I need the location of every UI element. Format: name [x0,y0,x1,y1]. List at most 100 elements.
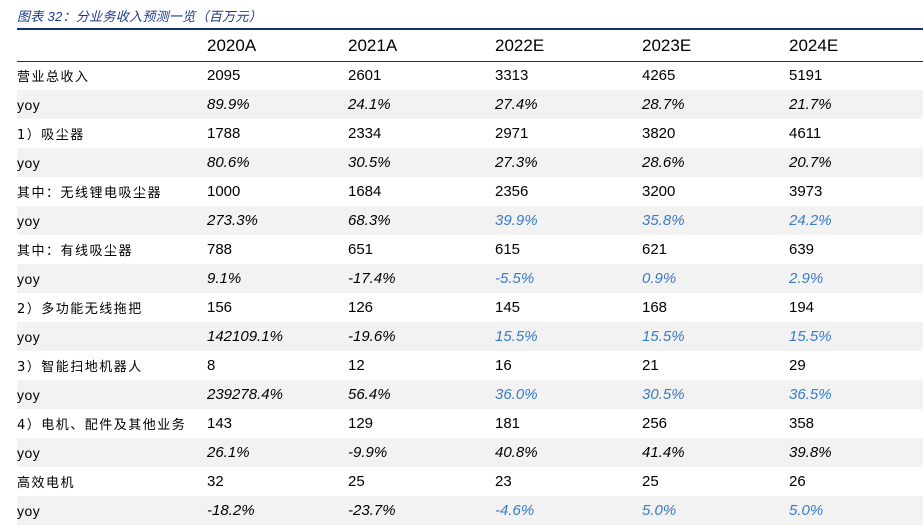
table-cell: 30.5% [348,154,391,171]
table-cell: 23 [495,473,512,490]
table-cell: 1684 [348,183,382,200]
table-row: 2）多功能无线拖把 156 126 145 168 194 [17,293,923,322]
table-row: yoy 142109.1% -19.6% 15.5% 15.5% 15.5% [17,322,923,351]
table-cell: 239278.4% [207,386,283,403]
row-label: yoy [17,386,41,403]
row-label: 高效电机 [17,476,76,491]
table-cell: 27.4% [495,96,538,113]
table-row: 3）智能扫地机器人 8 12 16 21 29 [17,351,923,380]
table-cell: 15.5% [495,328,538,345]
table-row: 高效电机 32 25 23 25 26 [17,467,923,496]
table-cell: 4611 [789,125,822,142]
table-caption: 图表 32：分业务收入预测一览（百万元） [17,9,263,24]
row-label: 2）多功能无线拖把 [17,302,143,317]
table-cell: 358 [789,415,815,432]
column-header: 2022E [495,36,545,55]
table-cell: 26 [789,473,806,490]
table-cell: 5191 [789,67,823,84]
table-cell: 2601 [348,67,382,84]
row-label: yoy [17,154,41,171]
table-cell: 28.6% [642,154,685,171]
table-cell: 15.5% [789,328,832,345]
table-cell: 2095 [207,67,241,84]
table-cell: 16 [495,357,512,374]
table-cell: 129 [348,415,374,432]
table-cell: 21 [642,357,659,374]
table-cell: 36.0% [495,386,538,403]
table-row: yoy 80.6% 30.5% 27.3% 28.6% 20.7% [17,148,923,177]
table-cell: 5.0% [642,502,677,519]
table-cell: 4265 [642,67,676,84]
table-cell: -9.9% [348,444,388,461]
header-rule [17,61,923,62]
table-cell: 56.4% [348,386,391,403]
table-cell: 2.9% [789,270,824,287]
table-cell: 26.1% [207,444,250,461]
table-row: yoy 273.3% 68.3% 39.9% 35.8% 24.2% [17,206,923,235]
table-cell: 39.8% [789,444,832,461]
table-cell: 1788 [207,125,241,142]
table-cell: 651 [348,241,374,258]
table-cell: -5.5% [495,270,535,287]
table-cell: 21.7% [789,96,832,113]
table-cell: 32 [207,473,224,490]
table-cell: 24.2% [789,212,832,229]
column-header: 2020A [207,36,257,55]
table-cell: 1000 [207,183,241,200]
row-label: yoy [17,502,41,519]
table-cell: -4.6% [495,502,535,519]
table-cell: 2971 [495,125,529,142]
table-cell: 41.4% [642,444,685,461]
table-cell: 273.3% [207,212,258,229]
table-cell: 20.7% [789,154,832,171]
row-label: 4）电机、配件及其他业务 [17,418,187,433]
header-row: 2020A 2021A 2022E 2023E 2024E [17,31,923,61]
revenue-forecast-table: 2020A 2021A 2022E 2023E 2024E 营业总收入 2095 2… [17,31,923,525]
table-row: yoy -18.2% -23.7% -4.6% 5.0% 5.0% [17,496,923,525]
row-label: yoy [17,212,41,229]
table-row: 4）电机、配件及其他业务 143 129 181 256 358 [17,409,923,438]
row-label: 其中：无线锂电吸尘器 [17,186,163,201]
table-cell: 15.5% [642,328,685,345]
table-cell: 621 [642,241,668,258]
table-cell: 145 [495,299,521,316]
table-cell: 35.8% [642,212,685,229]
table-cell: 80.6% [207,154,250,171]
table-cell: 194 [789,299,815,316]
table-body: 营业总收入 2095 2601 3313 4265 5191 yoy 89.9% 24.1% 27… [17,61,923,525]
table-cell: 3820 [642,125,676,142]
table-cell: 788 [207,241,233,258]
table-cell: 24.1% [348,96,391,113]
table-row: yoy 89.9% 24.1% 27.4% 28.7% 21.7% [17,90,923,119]
table-cell: 9.1% [207,270,242,287]
table-row: yoy 239278.4% 56.4% 36.0% 30.5% 36.5% [17,380,923,409]
table-cell: 30.5% [642,386,685,403]
column-header: 2024E [789,36,839,55]
row-label: yoy [17,328,41,345]
table-cell: 156 [207,299,233,316]
table-row: yoy 26.1% -9.9% 40.8% 41.4% 39.8% [17,438,923,467]
table-cell: 36.5% [789,386,832,403]
table-cell: 3200 [642,183,676,200]
table-cell: 12 [348,357,365,374]
row-label: yoy [17,270,41,287]
table-cell: 143 [207,415,233,432]
table-cell: 3973 [789,183,823,200]
table-cell: 25 [642,473,659,490]
column-header: 2023E [642,36,692,55]
table-cell: 40.8% [495,444,538,461]
table-cell: 25 [348,473,365,490]
table-cell: 168 [642,299,668,316]
table-cell: 68.3% [348,212,391,229]
table-cell: 181 [495,415,521,432]
table-cell: 39.9% [495,212,538,229]
table-cell: 8 [207,357,216,374]
table-row: 其中：有线吸尘器 788 651 615 621 639 [17,235,923,264]
row-label: 其中：有线吸尘器 [17,244,134,259]
table-cell: 27.3% [495,154,538,171]
top-rule [17,28,923,30]
row-label: 营业总收入 [17,70,90,85]
table-cell: -17.4% [348,270,396,287]
table-row: 其中：无线锂电吸尘器 1000 1684 2356 3200 3973 [17,177,923,206]
table-row: 营业总收入 2095 2601 3313 4265 5191 [17,61,923,90]
